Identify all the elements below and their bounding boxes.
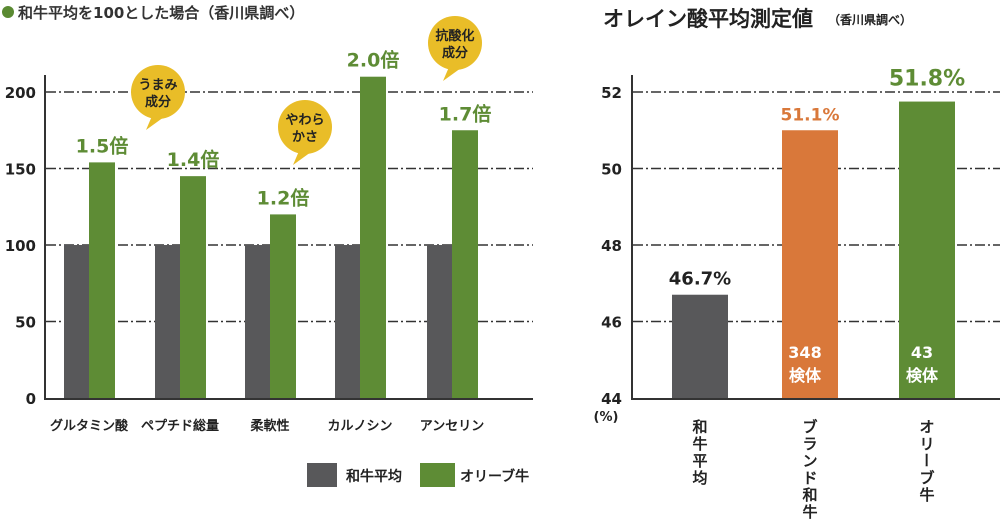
callout-bubble (278, 100, 332, 154)
bar-olive-beef (899, 101, 955, 398)
legend-swatch-olive-beef (420, 463, 455, 487)
data-label: 1.2倍 (257, 186, 310, 209)
title-marker-icon (2, 6, 14, 18)
callout-text: 抗酸化 (435, 28, 474, 44)
x-tick-label-char: オ (919, 418, 934, 436)
data-label: 46.7% (669, 269, 731, 290)
x-tick-label-char: 和 (692, 418, 707, 436)
legend-swatch-wagyu-average (307, 463, 337, 487)
callout-text: やわら (285, 113, 324, 128)
x-tick-label-char: ド (802, 469, 817, 487)
inner-sample-unit: 検体 (789, 366, 822, 385)
x-tick-label: カルノシン (327, 419, 392, 434)
bar-wagyu-average (245, 245, 270, 398)
x-tick-label-char: 和 (802, 486, 817, 504)
x-tick-label-char: 平 (692, 452, 707, 470)
data-label: 51.1% (781, 105, 840, 125)
x-tick-label-char: 牛 (919, 486, 934, 504)
inner-sample-count: 43 (911, 343, 933, 362)
data-label: 51.8% (889, 67, 965, 92)
y-unit-label: (%) (594, 410, 619, 425)
y-tick-label: 150 (5, 161, 36, 179)
callout-tail (293, 151, 311, 165)
x-tick-label: 柔軟性 (249, 418, 289, 434)
bar-wagyu-average (64, 245, 89, 398)
x-tick-label: ペプチド総量 (141, 418, 219, 434)
inner-sample-count: 348 (788, 343, 821, 362)
y-tick-label: 44 (601, 390, 622, 408)
data-label: 1.7倍 (439, 102, 492, 125)
legend-label: 和牛平均 (346, 468, 402, 485)
y-tick-label: 50 (601, 161, 622, 179)
x-tick-label-char: ー (917, 452, 935, 467)
callout-tail (443, 67, 461, 81)
y-tick-label: 100 (5, 237, 36, 255)
right-chart-subtitle: （香川県調べ） (828, 12, 912, 27)
right-chart-title: オレイン酸平均測定値 (603, 7, 813, 31)
bar-wagyu-average (427, 245, 452, 398)
bar-olive-beef (270, 214, 296, 398)
x-tick-label: グルタミン酸 (50, 418, 129, 434)
x-tick-label-char: ン (802, 452, 817, 470)
bar-brand-wagyu (782, 130, 838, 398)
x-tick-label-char: 牛 (802, 503, 817, 521)
data-label: 2.0倍 (347, 49, 400, 72)
x-tick-label: アンセリン (420, 419, 484, 434)
y-tick-label: 50 (15, 314, 36, 332)
x-tick-label-char: リ (919, 435, 934, 453)
callout-text: うまみ (138, 78, 177, 93)
x-tick-label-char: 牛 (692, 435, 707, 453)
x-tick-label-char: ブ (802, 418, 817, 436)
callout-bubble (131, 65, 185, 119)
y-tick-label: 46 (601, 314, 622, 332)
callout-text: 成分 (145, 94, 171, 110)
bar-olive-beef (360, 76, 386, 398)
y-tick-label: 48 (601, 237, 622, 255)
y-tick-label: 200 (5, 84, 36, 102)
bar-olive-beef (180, 176, 206, 398)
callout-bubble (428, 16, 482, 70)
x-tick-label-char: 均 (692, 469, 707, 487)
callout-tail (146, 116, 164, 130)
bar-olive-beef (452, 130, 478, 398)
y-tick-label: 0 (26, 390, 36, 408)
bar-wagyu-average (335, 245, 360, 398)
callout-text: かさ (292, 130, 318, 145)
x-tick-label-char: ラ (802, 435, 817, 453)
data-label: 1.4倍 (167, 148, 220, 171)
data-label: 1.5倍 (76, 134, 129, 157)
inner-sample-unit: 検体 (906, 366, 939, 385)
bar-olive-beef (89, 162, 115, 398)
bar-wagyu-average (155, 245, 180, 398)
left-chart-title: 和牛平均を100とした場合（香川県調べ） (18, 4, 304, 22)
bar-wagyu-average (672, 294, 728, 398)
x-tick-label-char: ブ (919, 469, 934, 487)
legend-label: オリーブ牛 (460, 468, 529, 485)
callout-text: 成分 (442, 45, 468, 61)
y-tick-label: 52 (601, 84, 622, 102)
